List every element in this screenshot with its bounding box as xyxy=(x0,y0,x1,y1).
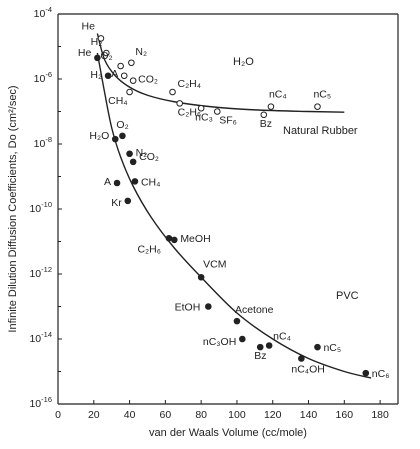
pvc-point xyxy=(104,72,112,80)
data-points xyxy=(94,35,370,377)
pvc-point xyxy=(111,135,119,143)
pvc-point xyxy=(129,158,137,166)
pvc-point-label: C₂H₆ xyxy=(137,243,160,255)
x-tick-label: 80 xyxy=(195,409,207,421)
natural-rubber-point xyxy=(267,103,275,110)
y-tick-label: 10-10 xyxy=(29,200,52,215)
pvc-point-label: He xyxy=(78,47,92,59)
pvc-point-label: nC₄OH xyxy=(291,364,324,376)
natural-rubber-point xyxy=(97,35,105,42)
pvc-point-label: nC₅ xyxy=(323,342,341,354)
annotation-natural-rubber: Natural Rubber xyxy=(283,125,358,137)
pvc-point-label: A xyxy=(104,176,111,188)
pvc-point xyxy=(94,54,101,62)
natural-rubber-point-label: CH₄ xyxy=(108,95,127,107)
x-tick-label: 20 xyxy=(88,409,100,421)
natural-rubber-point-label: H₂ xyxy=(91,36,103,48)
pvc-point xyxy=(256,343,264,351)
pvc-point-label: Bz xyxy=(254,350,266,362)
x-tick-label: 120 xyxy=(264,409,282,421)
y-tick-label: 10-14 xyxy=(29,330,52,345)
natural-rubber-point xyxy=(128,59,135,67)
natural-rubber-point-label: He xyxy=(82,20,96,32)
y-tick-label: 10-12 xyxy=(29,265,52,280)
pvc-point xyxy=(113,179,121,187)
natural-rubber-point-label: O₂ xyxy=(100,50,112,62)
pvc-point-label: H₂ xyxy=(90,69,102,81)
pvc-point-label: H₂O xyxy=(89,130,109,142)
trend-curve-pvc xyxy=(96,52,372,379)
natural-rubber-point-label: CO₂ xyxy=(138,74,158,86)
natural-rubber-point xyxy=(103,49,110,57)
y-axis-title: Infinite Dilution Diffusion Coefficients… xyxy=(7,85,19,332)
natural-rubber-point-label: C₂H₄ xyxy=(178,78,202,90)
pvc-point xyxy=(298,355,305,362)
y-tick-label: 10-4 xyxy=(34,5,52,20)
pvc-point xyxy=(265,342,273,349)
pvc-point-label: nC₆ xyxy=(372,368,390,380)
natural-rubber-point-label: C₂H₆ xyxy=(178,106,201,118)
pvc-point-label: nC₄ xyxy=(273,331,291,343)
natural-rubber-point xyxy=(169,88,176,96)
natural-rubber-point-label: nC₅ xyxy=(313,89,331,101)
x-axis-title: van der Waals Volume (cc/mole) xyxy=(149,427,307,439)
natural-rubber-point-label: Bz xyxy=(260,118,272,130)
pvc-point-label: MeOH xyxy=(180,233,210,245)
x-tick-label: 100 xyxy=(228,409,246,421)
ticks: 0 20 40 60 80 100 120 140 160 180 10-16 10-14 10-12 1… xyxy=(29,5,389,421)
natural-rubber-point xyxy=(129,77,137,84)
pvc-point xyxy=(362,369,370,377)
pvc-point xyxy=(165,234,173,242)
natural-rubber-point-label: A xyxy=(111,68,118,80)
pvc-point xyxy=(126,150,133,158)
natural-rubber-point xyxy=(120,72,128,80)
x-tick-label: 180 xyxy=(371,409,389,421)
pvc-point-label: O₂ xyxy=(116,119,128,131)
natural-rubber-point xyxy=(117,62,124,70)
pvc-point-label: CO₂ xyxy=(139,151,159,163)
pvc-point xyxy=(233,317,241,325)
pvc-point xyxy=(124,197,132,205)
y-tick-label: 10-6 xyxy=(34,70,52,85)
pvc-point-label: N₂ xyxy=(136,147,148,159)
natural-rubber-point-label: N₂ xyxy=(135,46,147,58)
pvc-point xyxy=(205,303,212,310)
pvc-point xyxy=(119,132,126,140)
annotation-h2o: H₂O xyxy=(233,56,254,68)
pvc-point-label: EtOH xyxy=(175,302,201,314)
pvc-point-label: Kr xyxy=(111,197,122,209)
pvc-point xyxy=(197,273,205,281)
natural-rubber-point-label: nC₄ xyxy=(269,89,287,101)
y-tick-label: 10-16 xyxy=(29,395,52,410)
natural-rubber-point xyxy=(176,100,183,107)
pvc-point xyxy=(171,236,178,244)
pvc-point xyxy=(131,178,139,185)
pvc-point-label: Acetone xyxy=(235,304,274,316)
x-tick-label: 0 xyxy=(55,409,61,421)
natural-rubber-point xyxy=(126,88,133,96)
y-tick-label: 10-8 xyxy=(34,135,52,150)
x-tick-label: 140 xyxy=(300,409,318,421)
natural-rubber-point xyxy=(213,108,221,115)
natural-rubber-point-label: SF₆ xyxy=(219,115,237,127)
x-tick-label: 60 xyxy=(160,409,172,421)
natural-rubber-point xyxy=(260,111,268,119)
natural-rubber-point xyxy=(197,104,205,112)
pvc-point xyxy=(314,343,321,351)
pvc-point-label: nC₃OH xyxy=(203,336,236,348)
pvc-point xyxy=(239,335,246,343)
x-tick-label: 40 xyxy=(124,409,136,421)
trend-curve-natural-rubber xyxy=(96,33,345,113)
natural-rubber-point-label: nC₃ xyxy=(195,111,213,123)
pvc-point-label: VCM xyxy=(203,258,226,270)
x-tick-label: 160 xyxy=(336,409,354,421)
annotation-pvc: PVC xyxy=(336,290,359,302)
natural-rubber-point xyxy=(314,103,321,110)
pvc-point-label: CH₄ xyxy=(141,176,160,188)
trend-curves xyxy=(96,33,372,379)
